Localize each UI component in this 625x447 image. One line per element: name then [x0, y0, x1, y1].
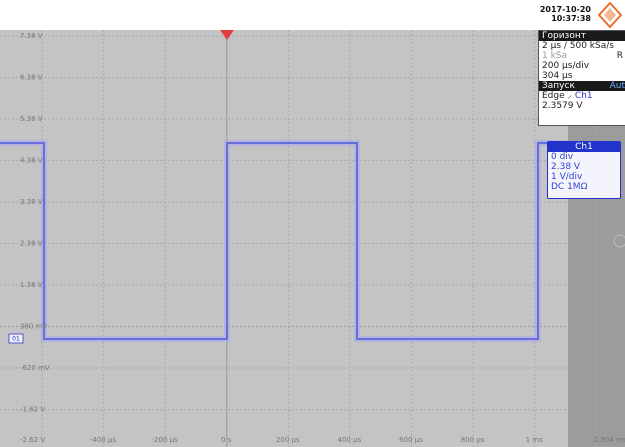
y-axis-label: -1.62 V	[20, 406, 45, 414]
trigger-source: Edge ⸝ Ch1	[542, 91, 593, 101]
x-axis-label: 1 ms	[526, 436, 543, 444]
waveform-display: 01 7.38 V6.38 V5.38 V4.38 V3.38 V2.38 V1…	[0, 30, 625, 447]
sample-rate: 2 µs / 500 kSa/s	[542, 41, 614, 51]
y-axis-label: 1.38 V	[20, 281, 43, 289]
time-position: 304 µs	[542, 71, 573, 81]
x-axis-label: -200 µs	[151, 436, 178, 444]
trigger-title: Запуск Aut	[539, 81, 625, 91]
trigger-mode: Aut	[609, 81, 625, 91]
x-axis-label: 800 µs	[461, 436, 485, 444]
time-scale: 200 µs/div	[542, 61, 590, 71]
flag: R	[616, 51, 623, 61]
ground-marker-box	[8, 333, 24, 344]
side-knob	[613, 234, 625, 248]
y-axis-label: 7.38 V	[20, 32, 43, 40]
trigger-label: Запуск	[542, 81, 575, 91]
x-axis-label: -400 µs	[90, 436, 117, 444]
x-axis-label: 400 µs	[338, 436, 362, 444]
y-axis-label: -2.62 V	[20, 436, 45, 444]
logo	[598, 2, 622, 28]
x-axis-label: 600 µs	[399, 436, 423, 444]
x-axis-label: 1.304 ms	[594, 436, 625, 444]
display-bg	[0, 30, 625, 447]
y-axis-label: 4.38 V	[20, 157, 43, 165]
source: Ch1	[574, 91, 593, 101]
trigger-level: 2.3579 V	[542, 101, 583, 111]
channel-panel[interactable]: Ch1 0 div 2.38 V 1 V/div DC 1MΩ	[547, 141, 621, 199]
time: 10:37:38	[551, 14, 591, 23]
panel-title: Горизонт	[539, 31, 625, 41]
y-axis-label: 5.38 V	[20, 115, 43, 123]
length: 1 kSa	[542, 51, 568, 61]
timestamp: 2017-10-20 10:37:38	[540, 5, 591, 23]
horizontal-panel[interactable]: Горизонт 2 µs / 500 kSa/s 1 kSa R 200 µs/…	[538, 30, 625, 126]
date: 2017-10-20	[539, 5, 591, 14]
x-axis-label: 200 µs	[276, 436, 300, 444]
trigger-type: Edge	[542, 91, 565, 101]
channel-level: 2.38 V	[551, 162, 581, 172]
ground-marker: 01	[12, 336, 20, 343]
channel-title: Ch1	[548, 142, 620, 152]
record-length: 1 kSa R	[539, 51, 625, 61]
channel-scale: 1 V/div	[551, 172, 583, 182]
y-axis-label: 3.38 V	[20, 198, 43, 206]
channel-coupling: DC 1MΩ	[551, 182, 588, 192]
y-axis-label: -620 mV	[20, 364, 50, 372]
y-axis-label: 2.38 V	[20, 240, 43, 248]
grid	[0, 30, 597, 447]
channel-offset: 0 div	[551, 152, 574, 162]
x-axis-label: 0 s	[221, 436, 232, 444]
y-axis-label: 6.38 V	[20, 74, 43, 82]
y-axis-label: 380 mV	[20, 323, 47, 331]
trigger-marker	[220, 30, 234, 40]
waveform	[0, 142, 568, 340]
